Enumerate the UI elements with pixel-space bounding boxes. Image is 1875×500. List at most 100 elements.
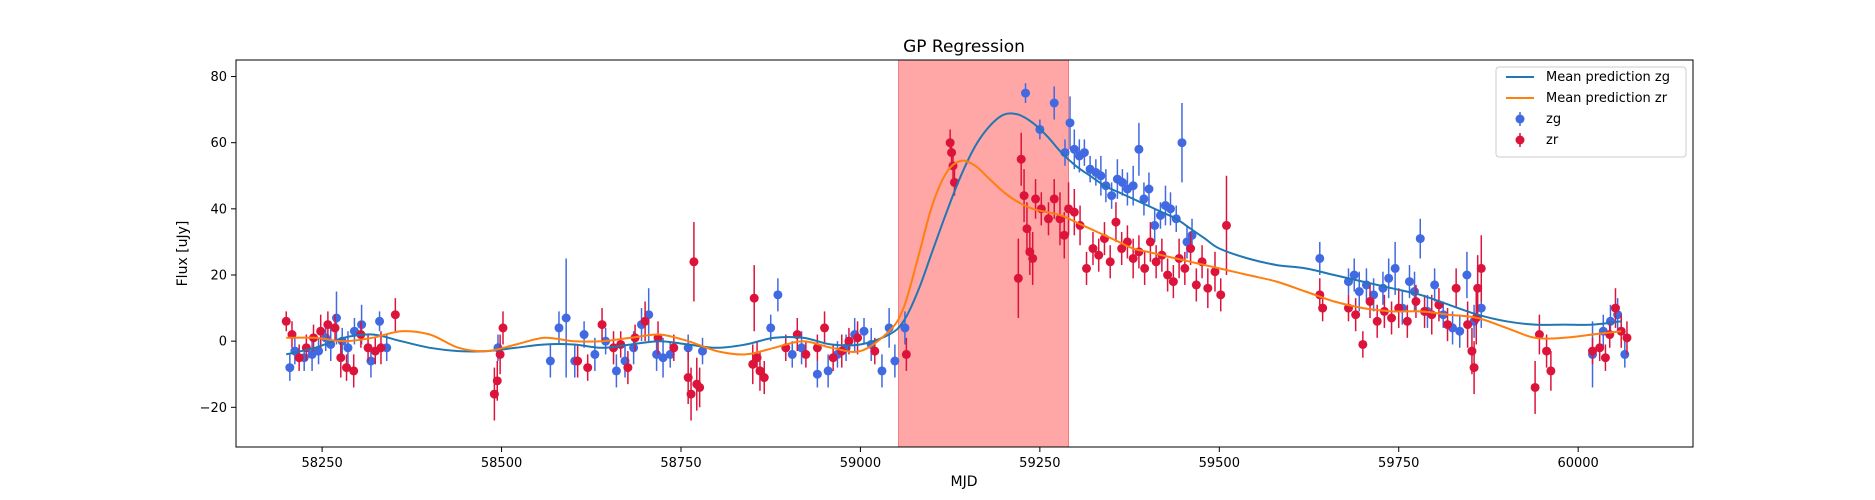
point-zr-93	[1216, 290, 1226, 300]
point-zg-37	[812, 369, 822, 379]
point-zr-74	[1105, 257, 1115, 267]
point-zg-86	[1404, 277, 1414, 287]
point-zg-58	[1096, 171, 1106, 181]
point-zg-84	[1390, 263, 1400, 273]
point-zg-44	[877, 366, 887, 376]
point-zr-34	[695, 382, 705, 392]
point-zg-17	[554, 323, 564, 333]
point-zg-9	[343, 343, 353, 353]
legend-box	[1495, 66, 1687, 158]
point-zg-46	[890, 356, 900, 366]
line-mean-prediction-zr	[286, 159, 1622, 356]
point-zr-32	[689, 257, 699, 267]
point-zr-128	[1622, 333, 1632, 343]
point-zr-88	[1186, 244, 1196, 254]
point-zr-5	[316, 326, 326, 336]
point-zr-127	[1616, 326, 1626, 336]
point-zr-89	[1191, 280, 1201, 290]
point-zr-81	[1145, 237, 1155, 247]
point-zg-52	[1065, 118, 1075, 128]
point-zg-48	[1021, 88, 1031, 98]
point-zr-48	[853, 333, 863, 343]
point-zr-122	[1588, 346, 1598, 356]
point-zr-21	[583, 363, 593, 373]
point-zg-33	[766, 323, 776, 333]
point-zr-56	[1016, 154, 1026, 164]
point-zr-118	[1530, 382, 1540, 392]
point-zr-36	[749, 293, 759, 303]
point-zr-19	[498, 323, 508, 333]
point-zg-47	[900, 323, 910, 333]
legend-line-zr-label: Mean prediction zr	[1546, 91, 1668, 106]
plot-line-layer	[285, 112, 1622, 356]
point-zr-17	[492, 376, 502, 386]
x-tick-label: 58250	[301, 456, 342, 471]
point-zg-53	[1069, 144, 1079, 154]
point-zg-60	[1107, 191, 1117, 201]
point-zg-4	[314, 346, 324, 356]
point-zr-20	[573, 356, 583, 366]
point-zg-29	[658, 353, 668, 363]
point-zg-67	[1144, 184, 1154, 194]
point-zr-28	[653, 333, 663, 343]
y-axis-label: Flux [uJy]	[175, 221, 191, 287]
point-zr-10	[349, 366, 359, 376]
point-zr-22	[597, 320, 607, 330]
legend: Mean prediction zg Mean prediction zr zg…	[1495, 66, 1687, 158]
point-zg-16	[545, 356, 555, 366]
point-zr-105	[1402, 316, 1412, 326]
point-zr-116	[1473, 283, 1483, 293]
point-zr-76	[1117, 244, 1127, 254]
point-zr-14	[376, 343, 386, 353]
point-zr-94	[1221, 220, 1231, 230]
point-zg-78	[1349, 270, 1359, 280]
point-zr-39	[759, 373, 769, 383]
legend-zg-label: zg	[1546, 112, 1561, 127]
point-zg-35	[787, 349, 797, 359]
y-tick-label: 20	[210, 269, 227, 284]
point-zg-81	[1369, 290, 1379, 300]
point-zr-70	[1082, 263, 1092, 273]
y-tick-label: 60	[210, 136, 227, 151]
point-zr-121	[1546, 366, 1556, 376]
point-zg-75	[1187, 230, 1197, 240]
point-zr-98	[1351, 310, 1361, 320]
point-zr-123	[1595, 343, 1605, 353]
x-tick-label: 58500	[481, 456, 522, 471]
point-zg-83	[1384, 273, 1394, 283]
point-zg-13	[375, 316, 385, 326]
point-zg-76	[1315, 253, 1325, 263]
legend-zr-marker	[1515, 135, 1525, 145]
legend-line-zg-label: Mean prediction zg	[1546, 70, 1670, 85]
point-zr-120	[1542, 346, 1552, 356]
plot-frame	[235, 59, 1694, 448]
point-zr-78	[1128, 253, 1138, 263]
point-zr-45	[828, 353, 838, 363]
point-zr-9	[342, 363, 352, 373]
point-zg-68	[1150, 220, 1160, 230]
point-zr-126	[1610, 303, 1620, 313]
point-zr-38	[755, 366, 765, 376]
point-zr-35	[748, 359, 758, 369]
point-zr-29	[669, 343, 679, 353]
point-zr-87	[1180, 263, 1190, 273]
point-zg-36	[797, 343, 807, 353]
point-zr-52	[947, 148, 957, 158]
point-zr-63	[1043, 214, 1053, 224]
point-zg-62	[1117, 177, 1127, 187]
point-zg-88	[1415, 234, 1425, 244]
point-zg-30	[665, 349, 675, 359]
point-zr-103	[1387, 313, 1397, 323]
point-zr-104	[1394, 303, 1404, 313]
point-zr-99	[1358, 339, 1368, 349]
point-zr-112	[1463, 320, 1473, 330]
point-zg-23	[611, 366, 621, 376]
point-zg-101	[1620, 349, 1630, 359]
legend-zr-label: zr	[1546, 133, 1559, 148]
point-zr-71	[1088, 244, 1098, 254]
point-zr-91	[1203, 283, 1213, 293]
point-zr-0	[281, 316, 291, 326]
point-zg-7	[331, 313, 341, 323]
point-zg-96	[1476, 303, 1486, 313]
